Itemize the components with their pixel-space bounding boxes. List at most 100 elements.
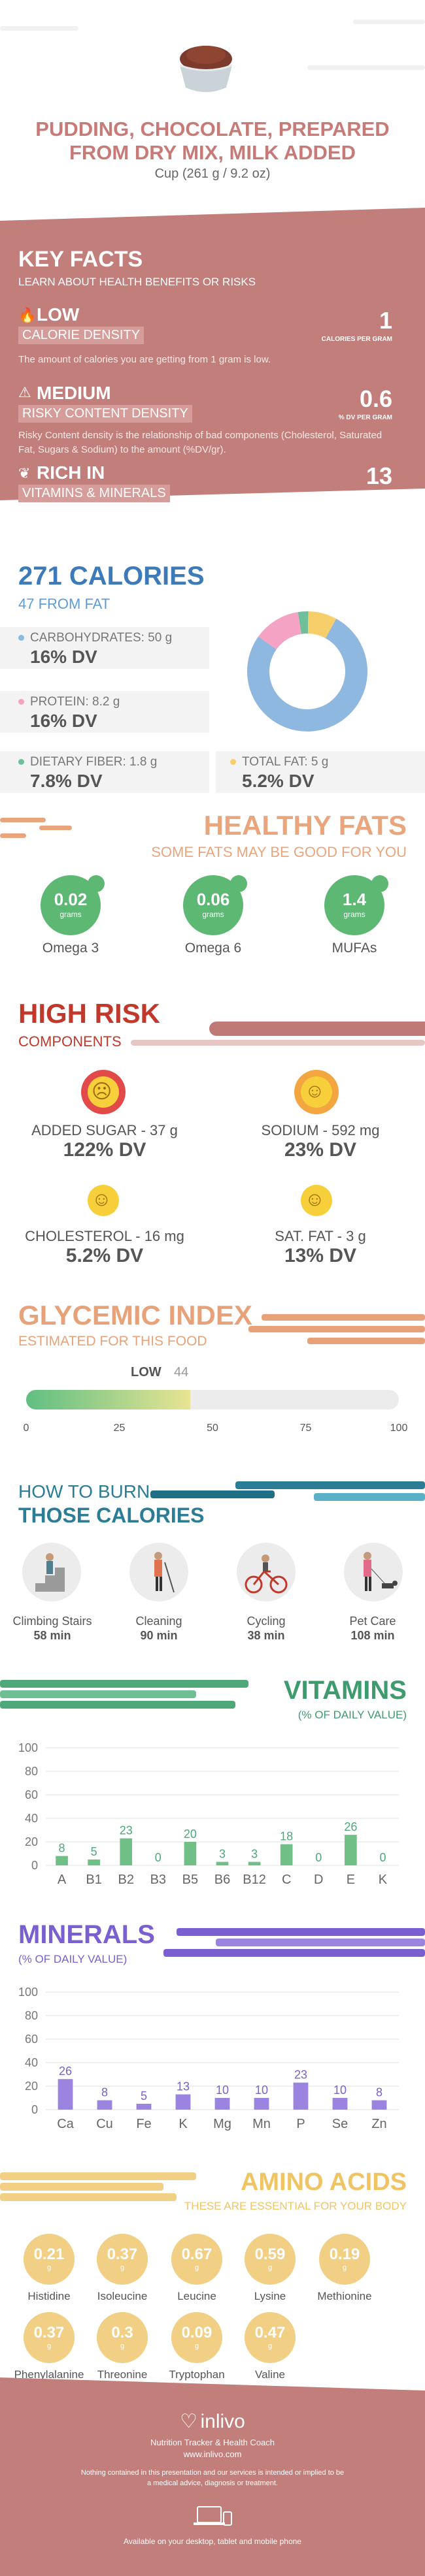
fiber-dv: 7.8% DV [30,771,103,791]
omega3-badge: 0.02 grams [41,875,105,935]
warning-icon: ⚠ [18,384,31,400]
bar-value-label: 13 [177,2080,190,2093]
footer-disclaimer: Nothing contained in this presentation a… [80,2469,345,2487]
mufas-value: 1.4 [342,890,367,909]
burn-section: HOW TO BURN THOSE CALORIES Climbing Stai… [0,1477,425,1686]
bar-Mg [214,2098,230,2110]
footer-url[interactable]: www.inlivo.com [183,2449,242,2459]
amino-coin-leucine: 0.67 g [171,2234,222,2285]
total-fat-row: TOTAL FAT: 5 g 5.2% DV [216,751,425,793]
calorie-density-unit: CALORIES PER GRAM [321,336,392,343]
protein-row: PROTEIN: 8.2 g 16% DV [0,691,209,733]
key-facts-title: KEY FACTS [18,247,143,272]
carbs-dot [18,635,24,641]
amino-name: Threonine [97,2368,148,2381]
fiber-dot [18,759,24,765]
carbohydrates-row: CARBOHYDRATES: 50 g 16% DV [0,627,209,669]
footer-tagline: Nutrition Tracker & Health Coach [150,2438,275,2447]
bar-A [56,1856,68,1865]
bar-B6 [216,1861,229,1865]
amino-value: 0.59 [254,2246,286,2263]
glycemic-section: GLYCEMIC INDEX ESTIMATED FOR THIS FOOD L… [0,1300,425,1443]
amino-value: 0.37 [107,2246,138,2263]
cycling-time: 38 min [247,1629,285,1642]
calorie-density-item: 🔥 LOW CALORIE DENSITY 1 CALORIES PER GRA… [18,304,411,370]
glycemic-subtitle: ESTIMATED FOR THIS FOOD [18,1334,207,1349]
burn-title-1: HOW TO BURN [18,1481,150,1502]
bar-B5 [184,1842,197,1865]
calorie-density-desc: The amount of calories you are getting f… [18,354,271,365]
bar-value-label: 23 [294,2069,307,2082]
added-sugar-face-icon: ☹ [81,1070,126,1114]
bar-value-label: 18 [280,1830,293,1843]
amino-coin-valine: 0.47 g [245,2312,296,2363]
burn-title-2: THOSE CALORIES [18,1504,205,1527]
gi-tick-label: 25 [113,1423,126,1434]
amino-name: Lysine [254,2290,286,2302]
amino-name: Histidine [27,2290,71,2302]
bar-value-label: 3 [219,1848,226,1861]
x-tick-label: P [296,2117,305,2131]
bar-value-label: 5 [91,1845,97,1858]
bar-Ca [58,2079,73,2110]
protein-label: PROTEIN: 8.2 g [30,695,120,709]
y-tick-label: 0 [31,1859,38,1872]
cleaning-time: 90 min [140,1629,178,1642]
glycemic-title: GLYCEMIC INDEX [18,1300,252,1330]
omega6-unit: grams [202,910,224,919]
amino-name: Methionine [317,2290,372,2302]
gi-marker-value: 44 [174,1365,189,1379]
omega3-unit: grams [60,910,82,919]
amino-unit: g [46,2264,52,2272]
minerals-section: MINERALS (% OF DAILY VALUE) 100 80 60 40 20 0… [0,1920,425,2155]
amino-value: 0.37 [33,2324,65,2342]
bar-value-label: 0 [315,1851,322,1864]
fat-dot [230,759,236,765]
amino-unit: g [194,2264,199,2272]
bar-C [280,1844,293,1865]
vitamins-minerals-unit: % DV PER CALORIE [329,491,392,498]
x-tick-label: B3 [150,1873,166,1887]
fat-dv: 5.2% DV [242,771,314,791]
amino-unit: g [120,2342,125,2350]
bar-E [345,1835,357,1865]
vitamins-section: VITAMINS (% OF DAILY VALUE) 100 80 60 40 20 0… [0,1676,425,1911]
heart-icon: ♡ [180,2411,198,2432]
bar-P [293,2082,309,2110]
y-tick-label: 40 [25,2056,38,2069]
fiber-row: DIETARY FIBER: 1.8 g 7.8% DV [0,751,209,793]
vitamins-minerals-label: VITAMINS & MINERALS [18,485,170,502]
brand-name: inlivo [200,2411,245,2432]
x-tick-label: Mn [252,2117,271,2131]
protein-dot [18,699,24,705]
amino-unit: g [194,2342,199,2350]
risky-density-label: RISKY CONTENT DENSITY [18,405,192,423]
amino-title: AMINO ACIDS [240,2168,407,2196]
amino-unit: g [267,2264,273,2272]
risky-density-item: ⚠ MEDIUM RISKY CONTENT DENSITY 0.6 % DV … [18,383,411,455]
cholesterol-face-icon: ☺ [81,1178,126,1223]
amino-coin-isoleucine: 0.37 g [97,2234,148,2285]
amino-value: 0.3 [111,2324,133,2342]
bar-value-label: 10 [255,2084,268,2097]
cholesterol-label: CHOLESTEROL - 16 mg [25,1228,184,1244]
amino-section: AMINO ACIDS THESE ARE ESSENTIAL FOR YOUR… [0,2168,425,2381]
inlivo-logo: ♡ inlivo [163,2410,262,2433]
gi-fill-bar [26,1390,190,1409]
omega6-label: Omega 6 [184,941,242,956]
gi-tick-label: 75 [299,1423,312,1434]
x-tick-label: A [58,1873,67,1887]
protein-dv: 16% DV [30,711,97,731]
risky-density-level: MEDIUM [37,383,111,403]
fiber-label: DIETARY FIBER: 1.8 g [30,755,158,769]
stairs-time: 58 min [33,1629,71,1642]
amino-value: 0.21 [33,2246,65,2263]
amino-name: Isoleucine [97,2290,148,2302]
amino-name: Valine [255,2368,285,2381]
fat-label: TOTAL FAT: 5 g [242,755,329,769]
page-title: PUDDING, CHOCOLATE, PREPARED FROM DRY MI… [35,118,390,164]
bar-B1 [88,1860,100,1865]
bar-value-label: 10 [333,2084,347,2097]
x-tick-label: Mg [213,2117,231,2131]
bar-value-label: 26 [344,1820,357,1833]
